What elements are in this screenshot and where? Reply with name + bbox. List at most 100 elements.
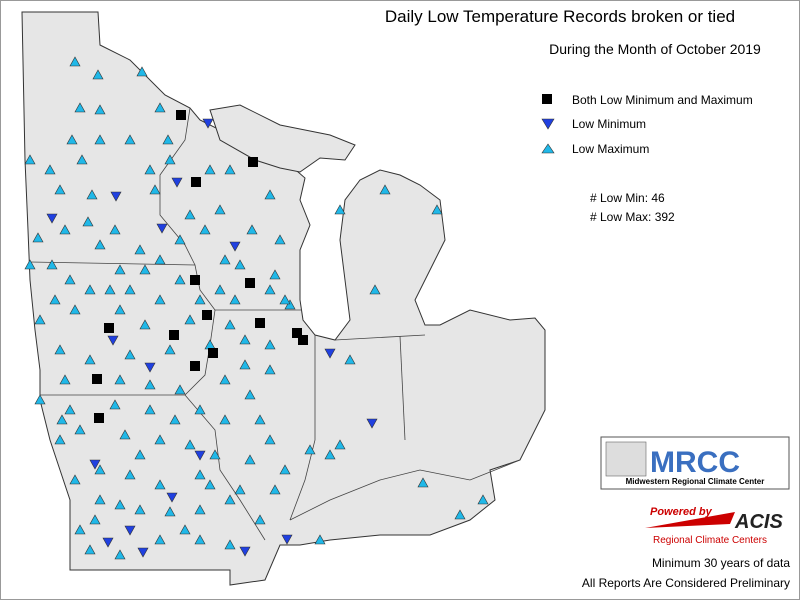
both-record-marker (190, 361, 200, 371)
low-max-marker (194, 534, 206, 545)
footer-note: Minimum 30 years of data (652, 556, 790, 570)
low-min-marker (229, 241, 241, 252)
low-max-marker (64, 404, 76, 415)
low-max-marker (46, 259, 58, 270)
low-max-marker (114, 549, 126, 560)
mrcc-logo: MRCC Midwestern Regional Climate Center (600, 436, 790, 490)
low-min-marker (124, 525, 136, 536)
low-max-marker (154, 254, 166, 265)
low-max-marker (109, 399, 121, 410)
low-min-marker (156, 223, 168, 234)
low-max-marker (204, 164, 216, 175)
low-max-marker (417, 477, 429, 488)
legend-square (542, 94, 552, 104)
low-max-marker (114, 374, 126, 385)
footer-note: All Reports Are Considered Preliminary (582, 576, 790, 590)
low-max-marker (84, 284, 96, 295)
low-max-marker (219, 414, 231, 425)
acis-subtitle: Regional Climate Centers (653, 535, 767, 546)
low-max-marker (84, 354, 96, 365)
low-max-marker (144, 379, 156, 390)
low-max-marker (114, 304, 126, 315)
low-max-marker (264, 364, 276, 375)
low-max-marker (94, 494, 106, 505)
low-max-marker (114, 499, 126, 510)
low-max-marker (274, 234, 286, 245)
low-max-marker (194, 469, 206, 480)
low-max-marker (92, 69, 104, 80)
low-max-marker (66, 134, 78, 145)
low-max-marker (144, 404, 156, 415)
low-max-marker (136, 66, 148, 77)
low-min-marker (144, 362, 156, 373)
low-max-marker (246, 224, 258, 235)
low-max-marker (86, 189, 98, 200)
low-max-marker (334, 204, 346, 215)
low-max-marker (264, 339, 276, 350)
low-max-marker (279, 464, 291, 475)
low-max-marker (314, 534, 326, 545)
low-max-marker (254, 414, 266, 425)
low-max-marker (44, 164, 56, 175)
low-max-marker (124, 469, 136, 480)
low-max-marker (164, 506, 176, 517)
low-max-marker (74, 524, 86, 535)
both-record-marker (190, 275, 200, 285)
count-text: # Low Min: 46 (590, 191, 665, 205)
low-max-marker (269, 484, 281, 495)
low-max-marker (244, 454, 256, 465)
legend-label: Both Low Minimum and Maximum (572, 93, 753, 107)
low-max-marker (59, 374, 71, 385)
low-min-marker (171, 177, 183, 188)
both-record-marker (208, 348, 218, 358)
low-max-marker (149, 184, 161, 195)
both-record-marker (298, 335, 308, 345)
low-max-marker (74, 424, 86, 435)
low-max-marker (184, 439, 196, 450)
low-max-marker (94, 134, 106, 145)
low-max-marker (144, 164, 156, 175)
low-max-marker (34, 394, 46, 405)
low-max-marker (174, 234, 186, 245)
low-max-marker (56, 414, 68, 425)
legend-label: Low Maximum (572, 142, 649, 156)
low-max-marker (194, 294, 206, 305)
low-min-marker (194, 450, 206, 461)
acis-powered: Powered by (650, 506, 713, 518)
low-max-marker (209, 449, 221, 460)
low-min-marker (110, 191, 122, 202)
low-max-marker (239, 334, 251, 345)
both-record-marker (191, 177, 201, 187)
low-max-marker (82, 216, 94, 227)
low-max-marker (244, 389, 256, 400)
both-record-marker (255, 318, 265, 328)
low-max-marker (64, 274, 76, 285)
both-record-marker (104, 323, 114, 333)
low-max-marker (214, 204, 226, 215)
low-max-marker (76, 154, 88, 165)
low-max-marker (114, 264, 126, 275)
low-max-marker (134, 449, 146, 460)
low-max-marker (124, 134, 136, 145)
low-max-marker (431, 204, 443, 215)
low-max-marker (124, 284, 136, 295)
both-record-marker (248, 157, 258, 167)
low-min-marker (324, 348, 336, 359)
low-min-marker (202, 118, 214, 129)
low-max-marker (54, 434, 66, 445)
low-max-marker (219, 254, 231, 265)
low-min-marker (46, 213, 58, 224)
low-max-marker (174, 274, 186, 285)
low-max-marker (204, 479, 216, 490)
low-max-marker (94, 104, 106, 115)
low-max-marker (379, 184, 391, 195)
count-text: # Low Max: 392 (590, 210, 675, 224)
logo-subtitle: Midwestern Regional Climate Center (626, 477, 765, 486)
legend-down-triangle (541, 118, 555, 130)
low-max-marker (59, 224, 71, 235)
low-max-marker (234, 484, 246, 495)
low-max-marker (94, 464, 106, 475)
low-max-marker (89, 514, 101, 525)
low-max-marker (229, 294, 241, 305)
